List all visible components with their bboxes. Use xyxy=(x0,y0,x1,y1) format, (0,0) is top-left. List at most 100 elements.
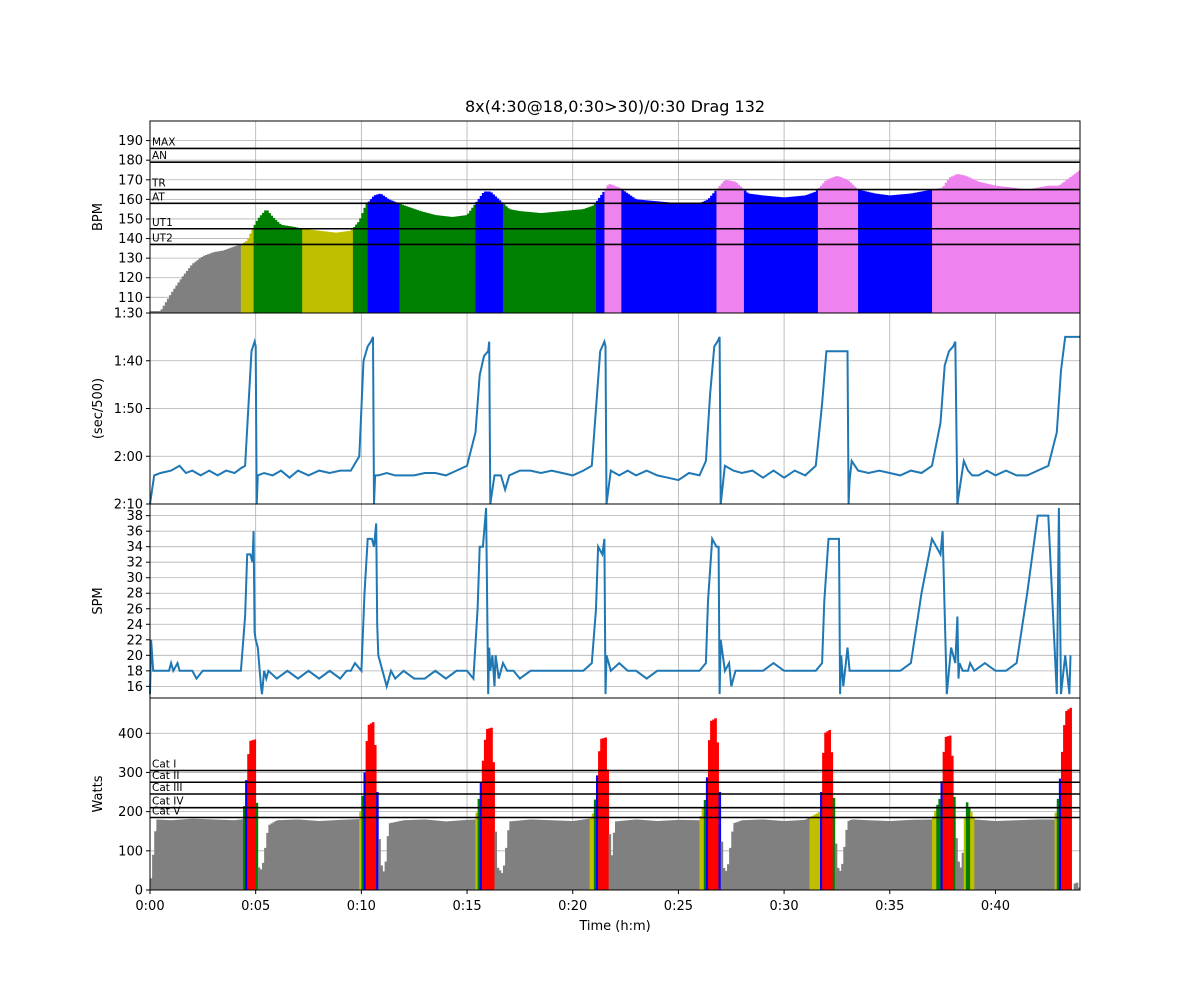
power-bar xyxy=(672,820,675,890)
power-bar xyxy=(731,831,734,890)
power-bar xyxy=(1052,819,1056,890)
power-bar xyxy=(648,820,652,890)
power-bar xyxy=(560,820,563,890)
power-bar xyxy=(746,820,749,890)
heart-rate-bar xyxy=(1063,181,1066,313)
power-bar xyxy=(807,818,810,890)
heart-rate-bar xyxy=(1065,180,1068,313)
power-bar xyxy=(1035,819,1039,890)
heart-rate-bar xyxy=(881,194,884,313)
x-tick-label: 0:20 xyxy=(558,899,587,914)
y-tick-label: 200 xyxy=(118,805,143,820)
heart-rate-bar xyxy=(268,213,271,313)
heart-rate-bar xyxy=(380,194,383,313)
heart-rate-bar xyxy=(327,231,331,313)
x-axis: 0:00 0:05 0:10 0:15 0:20 0:25 0:30 0:35 0:40 xyxy=(135,890,1010,914)
power-bar xyxy=(811,815,815,890)
power-bar xyxy=(361,795,364,890)
power-bar xyxy=(858,819,861,890)
heart-rate-bar xyxy=(1027,189,1030,313)
power-bar xyxy=(1069,707,1072,890)
heart-rate-bar xyxy=(1054,185,1058,313)
heart-rate-bar xyxy=(323,231,326,313)
power-bar xyxy=(255,802,259,890)
heart-rate-bar xyxy=(397,203,400,313)
heart-rate-bar xyxy=(615,186,618,313)
power-bar xyxy=(291,819,295,890)
heart-rate-bar xyxy=(1010,187,1013,313)
heart-rate-bar xyxy=(321,231,324,313)
heart-rate-bar xyxy=(228,248,231,313)
heart-rate-bar xyxy=(691,203,694,313)
heart-rate-bar xyxy=(595,200,599,313)
heart-rate-bar xyxy=(786,197,789,313)
heart-rate-bar xyxy=(612,185,616,313)
heart-rate-bar xyxy=(549,212,552,313)
heart-rate-bar xyxy=(602,191,605,313)
heart-rate-bar xyxy=(255,220,259,313)
power-bar xyxy=(887,820,891,890)
zone-label: AN xyxy=(152,150,167,162)
heart-rate-bar xyxy=(384,197,388,313)
power-bar xyxy=(471,819,474,890)
y-tick-label: 110 xyxy=(118,291,143,306)
heart-rate-bar xyxy=(500,202,504,313)
heart-rate-bar xyxy=(604,188,607,313)
heart-rate-bar xyxy=(824,180,827,313)
heart-rate-bar xyxy=(166,298,170,313)
power-bar xyxy=(236,819,240,890)
heart-rate-bar xyxy=(672,202,675,313)
heart-rate-bar xyxy=(826,179,829,313)
power-bar xyxy=(991,820,994,890)
heart-rate-bar xyxy=(756,194,760,313)
power-bar xyxy=(982,820,986,890)
heart-rate-bar xyxy=(686,203,690,313)
power-bar xyxy=(686,820,690,890)
power-bar xyxy=(735,822,738,890)
heart-rate-bar xyxy=(509,209,512,313)
power-bar xyxy=(1022,819,1026,890)
power-bar xyxy=(741,820,745,890)
heart-rate-bar xyxy=(891,195,895,313)
power-bar xyxy=(562,820,565,890)
x-tick-label: 0:30 xyxy=(769,899,798,914)
heart-rate-bar xyxy=(910,193,914,313)
y-tick-label: 120 xyxy=(118,271,143,286)
power-bar xyxy=(627,820,631,890)
power-bar xyxy=(266,832,269,890)
power-bar xyxy=(572,820,576,890)
power-bar xyxy=(211,819,214,890)
power-bar xyxy=(228,820,231,890)
heart-rate-bar xyxy=(232,246,235,313)
power-bar xyxy=(655,820,658,890)
power-bar xyxy=(259,869,263,890)
heart-rate-bar xyxy=(251,229,254,313)
power-bar xyxy=(718,792,722,890)
power-bar xyxy=(851,819,855,890)
heart-rate-bar xyxy=(693,203,696,313)
heart-rate-bar xyxy=(699,202,703,313)
heart-rate-bar xyxy=(731,181,734,313)
heart-rate-bar xyxy=(494,196,498,313)
power-bar xyxy=(898,820,901,890)
heart-rate-bar xyxy=(236,245,240,313)
heart-rate-bar xyxy=(445,216,449,313)
heart-rate-bar xyxy=(659,201,662,313)
power-bar xyxy=(297,819,301,890)
heart-rate-bar xyxy=(198,258,202,313)
power-bar xyxy=(1037,819,1041,890)
heart-rate-bar xyxy=(1058,184,1062,313)
heart-rate-bar xyxy=(796,196,800,313)
power-bar xyxy=(722,867,726,890)
heart-rate-bar xyxy=(272,217,276,313)
heart-rate-bar xyxy=(942,185,946,313)
power-bar xyxy=(587,818,591,890)
power-bar xyxy=(756,819,760,890)
power-bar xyxy=(623,820,626,890)
power-bar xyxy=(989,820,992,890)
y-tick-label: 38 xyxy=(126,509,143,524)
heart-rate-bar xyxy=(543,212,546,313)
heart-rate-bar xyxy=(1012,187,1015,313)
heart-rate-bar xyxy=(680,203,684,313)
